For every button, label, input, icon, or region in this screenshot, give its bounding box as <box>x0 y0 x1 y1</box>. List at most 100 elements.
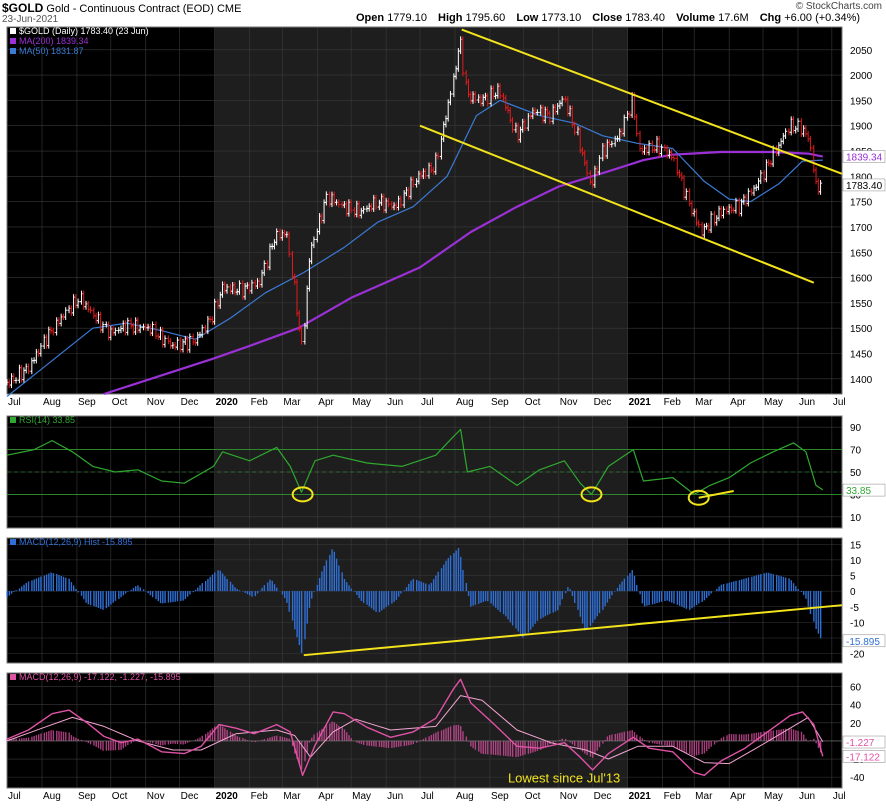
y-tick-label: 20 <box>850 719 862 730</box>
macd-hist-bar <box>722 584 725 592</box>
macd-hist-bar <box>571 591 574 597</box>
macd-diff-bar <box>743 734 745 741</box>
macd-diff-bar <box>490 740 492 755</box>
macd-diff-bar <box>201 735 204 741</box>
macd-diff-bar <box>511 740 514 757</box>
macd-hist-bar <box>621 581 623 592</box>
macd-hist-bar <box>641 591 644 604</box>
x-tick-label: Jun <box>799 397 815 408</box>
macd-diff-bar <box>474 740 477 750</box>
macd-diff-bar <box>509 740 512 757</box>
x-tick-label: Dec <box>181 791 199 802</box>
macd-hist-bar <box>13 591 15 592</box>
macd-diff-bar <box>546 740 549 746</box>
rsi-line <box>6 428 824 495</box>
macd-hist-bar <box>43 575 46 592</box>
macd-hist-bar <box>757 574 760 592</box>
macd-hist-bar <box>678 591 681 606</box>
macd-diff-bar <box>174 740 176 744</box>
macd-hist-bar <box>333 551 336 592</box>
macd-diff-bar <box>633 731 636 741</box>
x-tick-label: Oct <box>112 397 128 408</box>
macd-diff-bar <box>540 740 542 750</box>
macd-hist-bar <box>254 591 257 597</box>
macd-hist-bar <box>817 591 820 634</box>
macd-diff-bar <box>217 724 219 741</box>
x-tick-label: 2021 <box>629 397 652 408</box>
trendline <box>461 28 843 175</box>
macd-hist-bar <box>589 591 592 626</box>
macd-hist-bar <box>532 591 534 627</box>
macd-hist-bar <box>211 574 214 592</box>
macd-diff-bar <box>416 740 418 743</box>
macd-diff-bar <box>408 740 410 746</box>
macd-hist-bar <box>412 578 415 592</box>
macd-diff-bar <box>77 738 79 741</box>
y-tick-label: 0 <box>850 587 856 598</box>
macd-diff-bar <box>89 740 92 745</box>
macd-hist-bar <box>405 587 408 592</box>
macd-diff-bar <box>385 740 387 748</box>
y-tick-label: 50 <box>850 468 862 479</box>
y-tick-label: 2050 <box>850 46 873 57</box>
macd-diff-bar <box>335 723 338 741</box>
macd-hist-bar <box>397 591 400 597</box>
macd-hist-bar <box>462 569 464 592</box>
macd-hist-bar <box>658 591 661 603</box>
macd-diff-bar <box>25 737 27 741</box>
macd-hist-bar <box>410 580 412 592</box>
macd-hist-bar <box>93 591 95 607</box>
macd-hist-bar <box>316 584 319 592</box>
macd-hist-bar <box>676 591 679 605</box>
macd-diff-bar <box>728 733 730 741</box>
macd-diff-bar <box>288 738 290 741</box>
macd-diff-bar <box>276 735 278 741</box>
macd-diff-bar <box>219 724 222 741</box>
macd-hist-bar <box>788 578 790 592</box>
macd-hist-bar <box>738 580 741 592</box>
x-tick-label: Aug <box>43 397 61 408</box>
macd-hist-bar <box>127 591 129 592</box>
macd-diff-bar <box>368 740 371 746</box>
macd-diff-bar <box>765 731 768 741</box>
macd-hist-bar <box>800 591 803 593</box>
macd-diff-bar <box>519 740 522 757</box>
macd-hist-bar <box>552 591 554 613</box>
legend-label: MA(50) 1831.87 <box>19 46 84 56</box>
macd-hist-bar <box>75 588 77 592</box>
macd-hist-bar <box>137 585 139 592</box>
macd-diff-bar <box>658 740 661 745</box>
macd-hist-bar <box>350 588 352 592</box>
macd-hist-bar <box>497 591 499 610</box>
macd-diff-bar <box>157 740 160 745</box>
macd-diff-bar <box>445 728 447 741</box>
macd-diff-bar <box>221 726 224 741</box>
macd-diff-bar <box>124 740 127 747</box>
macd-diff-bar <box>207 732 209 741</box>
macd-line <box>6 678 824 776</box>
high-value: 1795.60 <box>465 12 506 24</box>
x-tick-label: Feb <box>251 791 269 802</box>
macd-hist-bar <box>544 591 547 617</box>
x-tick-label: Mar <box>695 397 713 408</box>
panel-border <box>6 672 843 789</box>
macd-diff-bar <box>373 740 375 747</box>
macd-diff-bar <box>651 740 654 744</box>
macd-hist-bar <box>499 591 501 613</box>
macd-hist-bar <box>300 591 303 653</box>
x-tick-label: Jul <box>833 791 846 802</box>
macd-hist-bar <box>306 591 308 624</box>
macd-hist-bar <box>482 591 484 602</box>
macd-diff-bar <box>484 740 487 755</box>
macd-hist-bar <box>557 591 559 611</box>
macd-diff-bar <box>127 740 129 746</box>
macd-hist-bar <box>269 579 271 592</box>
macd-hist-bar <box>730 582 733 592</box>
macd-hist-bar <box>102 591 104 610</box>
macd-hist-bar <box>70 582 73 592</box>
macd-diff-bar <box>40 733 42 741</box>
macd-hist-bar <box>606 591 609 603</box>
macd-diff-bar <box>107 740 110 751</box>
macd-hist-bar <box>536 591 539 621</box>
